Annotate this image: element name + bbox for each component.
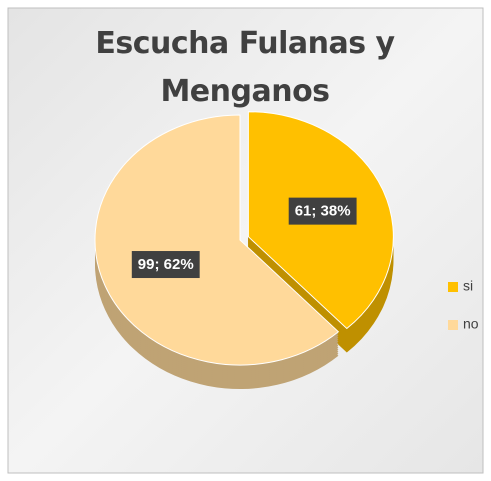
plot-background (7, 7, 484, 474)
chart-title: Escucha Fulanas y Menganos (95, 26, 395, 109)
legend-label: si (463, 278, 473, 294)
data-label-text: 61; 38% (295, 203, 351, 220)
slice (94, 114, 340, 366)
data-label-box (131, 251, 200, 279)
data-label: 61; 38% (288, 197, 357, 225)
legend-swatch (448, 320, 458, 330)
data-label-text: 99; 62% (138, 256, 194, 273)
data-label-box (288, 197, 357, 225)
data-label: 99; 62% (131, 251, 200, 279)
legend-swatch (448, 282, 458, 292)
legend-label: no (463, 316, 479, 332)
